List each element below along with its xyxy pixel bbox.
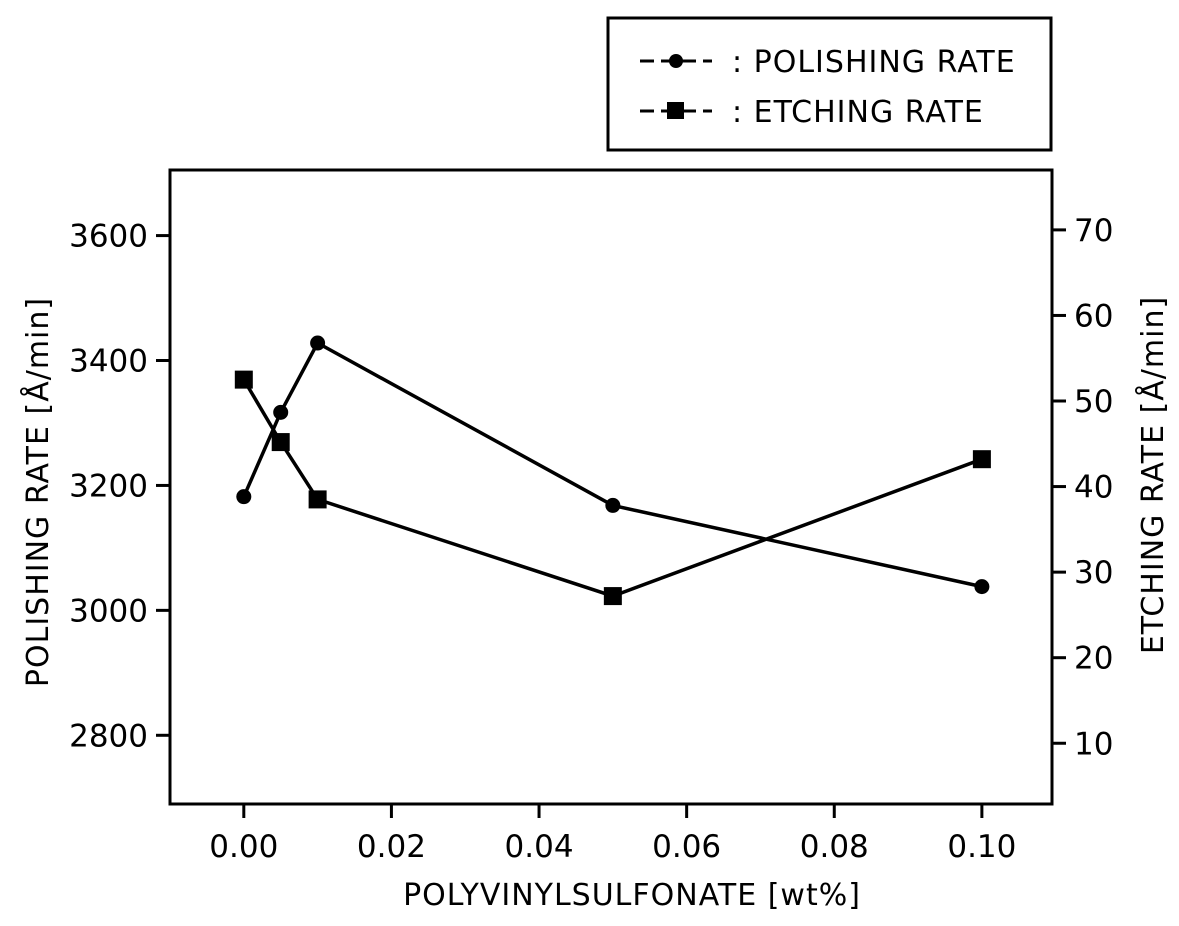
- x-tick-label: 0.04: [505, 829, 574, 865]
- y-left-tick-label: 3200: [69, 468, 148, 504]
- point-etching-rate: [604, 587, 622, 605]
- y-right-tick-label: 10: [1074, 726, 1113, 762]
- y-right-tick-label: 50: [1074, 384, 1113, 420]
- point-polishing-rate: [273, 405, 288, 420]
- legend-marker-square: [667, 102, 684, 119]
- x-tick-label: 0.08: [800, 829, 869, 865]
- y-left-axis-ticks: 2800 3000 3200 3400 3600: [69, 219, 170, 755]
- point-etching-rate: [973, 450, 991, 468]
- y-left-tick-label: 3400: [69, 344, 148, 380]
- point-polishing-rate: [310, 336, 325, 351]
- y-left-axis-title: POLISHING RATE [Å/min]: [20, 297, 56, 687]
- y-right-tick-label: 70: [1074, 213, 1113, 249]
- legend: : POLISHING RATE : ETCHING RATE: [608, 18, 1051, 150]
- x-axis-ticks: 0.00 0.02 0.04 0.06 0.08 0.10: [209, 804, 1016, 865]
- point-etching-rate: [309, 490, 327, 508]
- legend-marker-circle: [669, 54, 683, 68]
- x-tick-label: 0.00: [209, 829, 278, 865]
- x-tick-label: 0.10: [947, 829, 1016, 865]
- point-polishing-rate: [605, 498, 620, 513]
- y-right-tick-label: 40: [1074, 470, 1113, 506]
- point-polishing-rate: [236, 489, 251, 504]
- y-right-tick-label: 20: [1074, 641, 1113, 677]
- x-axis-title: POLYVINYLSULFONATE [wt%]: [403, 878, 861, 913]
- y-right-tick-label: 60: [1074, 298, 1113, 334]
- point-polishing-rate: [974, 579, 989, 594]
- series-layer: [235, 336, 991, 606]
- point-etching-rate: [235, 371, 253, 389]
- y-right-tick-label: 30: [1074, 555, 1113, 591]
- point-etching-rate: [272, 433, 290, 451]
- x-tick-label: 0.06: [652, 829, 721, 865]
- y-left-tick-label: 3600: [69, 219, 148, 255]
- legend-box: [608, 18, 1051, 150]
- series-line-polishing-rate: [244, 343, 982, 587]
- legend-label-polishing: : POLISHING RATE: [732, 45, 1016, 80]
- x-tick-label: 0.02: [357, 829, 426, 865]
- y-right-axis-title: ETCHING RATE [Å/min]: [1135, 296, 1171, 654]
- legend-label-etching: : ETCHING RATE: [732, 95, 984, 130]
- y-left-tick-label: 3000: [69, 593, 148, 629]
- y-left-tick-label: 2800: [69, 718, 148, 754]
- y-right-axis-ticks: 10 20 30 40 50 60 70: [1052, 213, 1113, 762]
- plot-frame: [170, 170, 1052, 804]
